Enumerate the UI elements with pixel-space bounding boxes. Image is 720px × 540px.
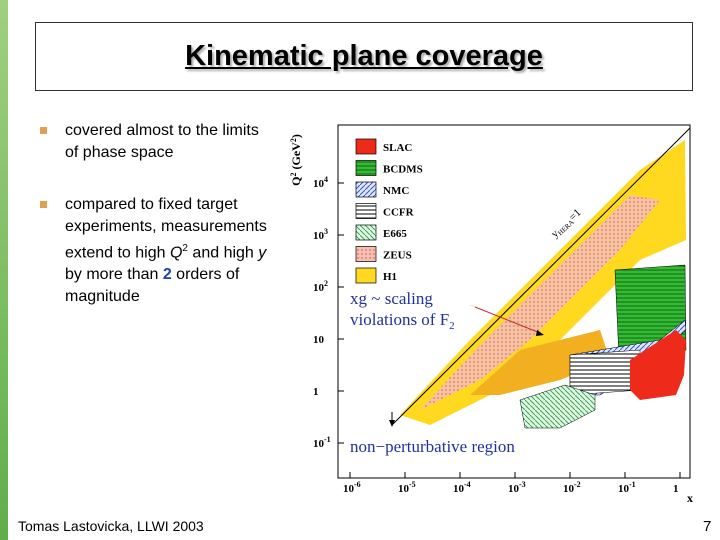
tick-label: 1 [313,386,319,398]
text: 3 [324,227,328,236]
text: and high [187,244,259,262]
text: 10 [618,483,630,495]
region-h1-low [470,330,610,395]
region-label: non−perturbative region [350,437,515,456]
text: (GeV [289,142,303,173]
accent-bar [0,0,8,540]
region-ccfr [569,349,641,396]
text: 2 [324,279,328,288]
tick-label: 10-1 [618,480,636,495]
arrow-head [389,420,395,427]
text: 4 [324,175,328,184]
text: 10 [563,483,575,495]
tick-label: 10-6 [343,480,361,495]
footer: Tomas Lastovicka, LLWI 2003 [18,518,204,534]
tick-label: 10-4 [453,480,471,495]
text: Q [169,244,183,262]
text: 10 [398,483,410,495]
text: Q [289,176,303,185]
tick-label: 1 [673,483,679,495]
text: 10 [313,438,325,450]
tick-label: 103 [313,227,328,242]
text: 2 [182,243,188,254]
tick-label: 10-3 [508,480,526,495]
legend-swatch [355,224,377,241]
text: -2 [574,480,581,489]
text: -1 [324,435,331,444]
text: ) [289,134,303,138]
tick-label: 10-1 [313,435,331,450]
text: 10 [508,483,520,495]
legend-label: ZEUS [383,250,412,262]
text: violations of F [350,310,449,329]
legend-swatch [355,138,377,155]
annotation: xg ~ scaling [350,289,433,308]
text: 2 [289,138,298,142]
text: -4 [464,480,471,489]
text: y [258,244,267,262]
bullet-text: covered almost to the limits of phase sp… [65,122,259,161]
annotation: violations of F2 [350,310,455,332]
title: Kinematic plane coverage [185,40,543,72]
region-e665 [519,384,596,429]
legend-label: BCDMS [383,164,423,176]
region-slac [630,330,686,400]
legend-label: H1 [383,271,397,283]
text: -6 [354,480,361,489]
text: -1 [629,480,636,489]
y-axis-label: Q2 (GeV2) [289,134,303,186]
text: 1 [673,483,679,495]
x-axis-label: x [687,491,693,505]
bullet-marker [40,201,47,208]
legend-label: E665 [383,228,407,240]
region-zeus [420,195,660,410]
text: by more than [65,266,163,284]
legend-label: SLAC [383,142,412,154]
bullet-text: compared to fixed target experiments, me… [65,194,275,308]
legend-swatch [355,246,377,262]
text: 10 [313,282,325,294]
annotation-bg [350,286,475,332]
tick-label: 10-5 [398,480,416,495]
text: 10 [453,483,465,495]
text: -5 [409,480,416,489]
title-box: Kinematic plane coverage [35,22,693,91]
legend-swatch [355,160,377,176]
legend-swatch [355,267,377,284]
bullet-marker [40,127,47,134]
tick-label: 10-2 [563,480,581,495]
text: 2 [289,172,298,176]
text: 10 [313,178,325,190]
legend-swatch [355,181,377,198]
text: 10 [313,334,325,346]
text: 10 [313,230,325,242]
tick-label: 104 [313,175,328,190]
arrow [469,304,541,334]
legend-swatch [355,203,377,219]
page-number: 7 [703,518,712,535]
tick-label: 102 [313,279,328,294]
text: 2 [449,320,455,332]
legend-label: NMC [383,185,409,197]
text: 2 [162,266,172,284]
text: -3 [519,480,526,489]
text: orders of magnitude [65,266,240,306]
legend-label: CCFR [383,207,415,219]
text: 10 [343,483,355,495]
text: 1 [313,386,319,398]
kinematic-limit [391,127,691,426]
text: compared to fixed target experiments, me… [65,196,267,262]
arrow-head [536,330,544,336]
tick-label: 10 [313,334,325,346]
